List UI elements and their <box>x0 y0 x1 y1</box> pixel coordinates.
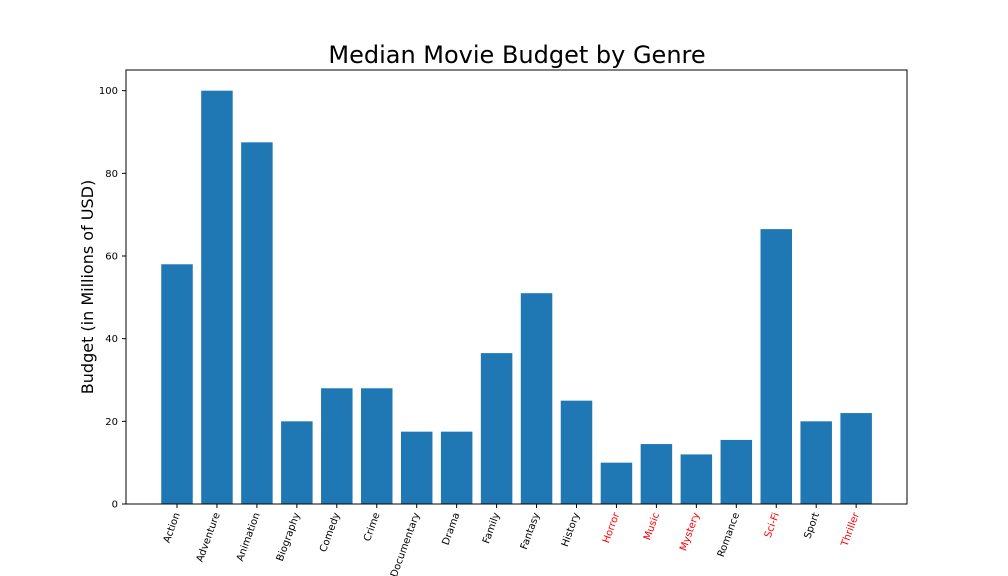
x-tick-label-documentary: Documentary <box>389 511 423 576</box>
plot-frame <box>125 69 908 505</box>
bar-action <box>161 264 193 504</box>
x-tick-label-romance: Romance <box>716 511 742 558</box>
chart-title: Median Movie Budget by Genre <box>328 41 705 69</box>
bar-documentary <box>400 431 433 504</box>
x-tick-label-comedy: Comedy <box>318 511 342 554</box>
y-axis-label: Budget (in Millions of USD) <box>78 180 97 394</box>
bar-drama <box>440 431 473 504</box>
x-tick-label-drama: Drama <box>441 511 463 547</box>
bar-comedy <box>321 388 353 504</box>
y-tick-label: 0 <box>112 500 118 511</box>
x-tick-label-family: Family <box>481 511 502 545</box>
bar-sport <box>800 421 832 504</box>
x-tick-label-crime: Crime <box>362 511 383 543</box>
bar-biography <box>281 421 313 504</box>
bar-crime <box>361 388 393 504</box>
x-tick-label-mystery: Mystery <box>678 511 702 552</box>
y-tick-label: 80 <box>105 169 118 180</box>
x-tick-label-history: History <box>560 511 583 548</box>
x-tick-label-animation: Animation <box>235 511 263 563</box>
x-tick-label-biography: Biography <box>275 511 303 563</box>
bar-romance <box>720 439 753 504</box>
bar-horror <box>600 462 633 504</box>
bar-family <box>480 353 513 504</box>
x-tick-label-adventure: Adventure <box>195 511 223 563</box>
x-tick-label-action: Action <box>162 511 183 544</box>
bar-history <box>560 400 593 504</box>
bar-fantasy <box>520 293 553 504</box>
y-tick-label: 20 <box>105 417 118 428</box>
y-tick-label: 100 <box>99 86 118 97</box>
y-tick-label: 40 <box>105 334 118 345</box>
x-axis-ticks: Action Adventure Animation Biography Comedy C… <box>162 504 862 576</box>
bar-animation <box>241 142 273 504</box>
bar-thriller <box>840 413 872 504</box>
y-tick-label: 60 <box>105 252 118 263</box>
bar-mystery <box>680 454 713 504</box>
x-tick-label-fantasy: Fantasy <box>519 511 543 551</box>
bar-sci-fi <box>760 229 792 504</box>
x-tick-label-sci-fi: Sci-Fi <box>763 511 782 539</box>
x-tick-label-horror: Horror <box>601 510 622 544</box>
y-axis-ticks: 0 20 40 60 80 100 <box>99 86 126 511</box>
bars-group <box>161 90 872 505</box>
bar-music <box>640 444 673 504</box>
bar-adventure <box>201 90 233 505</box>
x-tick-label-thriller: Thriller <box>839 510 862 549</box>
x-tick-label-music: Music <box>642 511 662 541</box>
x-tick-label-sport: Sport <box>802 511 822 540</box>
